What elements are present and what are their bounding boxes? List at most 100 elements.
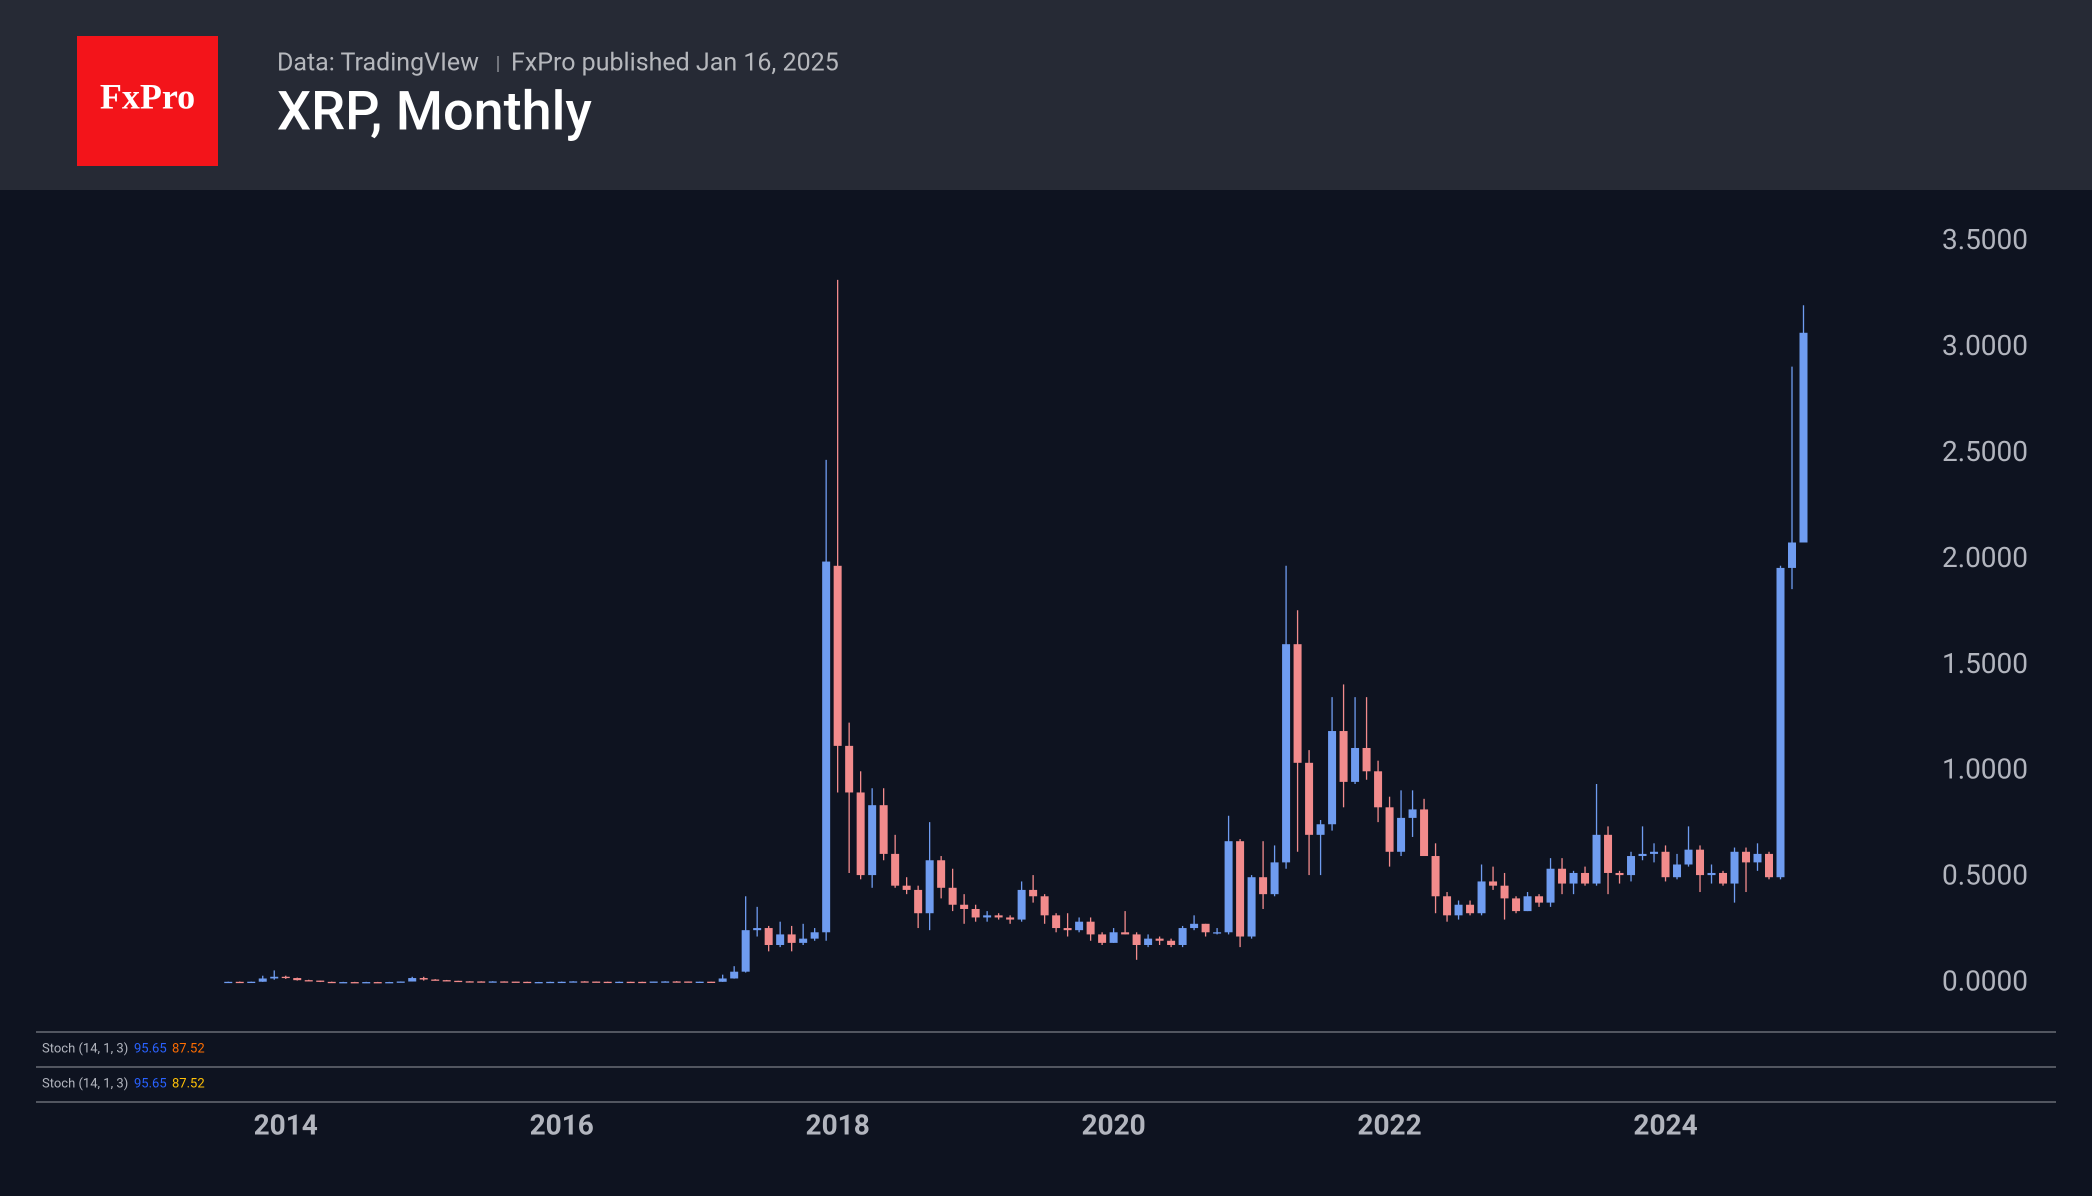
candle-body [465,981,474,983]
candle-body [293,978,302,981]
candle-body [362,982,371,984]
subtitle-published: FxPro published Jan 16, 2025 [511,49,839,78]
x-tick-label: 2014 [254,1108,318,1141]
candle-body [1098,934,1107,943]
logo-text: FxPro [100,76,195,116]
candle-body [1765,853,1774,878]
candle-body [1408,809,1417,818]
candle-body [1627,856,1636,876]
candle-body [327,981,336,984]
candle-body [787,934,796,943]
candle-body [649,981,658,983]
candle-body [258,978,267,982]
candle-body [1650,851,1659,854]
candle-body [1282,644,1291,863]
candle-body [1512,898,1521,912]
chart-background [0,190,2092,1196]
x-tick-label: 2020 [1081,1108,1145,1141]
candle-body [1489,881,1498,886]
candle-body [1029,889,1038,897]
candle-body [902,885,911,890]
candle-body [1523,896,1532,912]
indicator-d: 87.52 [172,1041,205,1056]
candle-body [1086,921,1095,935]
candle-body [1155,938,1164,941]
candle-body [1431,856,1440,897]
candle-body [1730,851,1739,884]
candle-body [1132,934,1141,945]
candle-body [626,981,635,984]
candle-body [1696,849,1705,876]
candle-body [500,981,509,983]
candle-body [304,980,313,982]
candle-body [385,982,394,984]
x-tick-label: 2022 [1357,1108,1421,1141]
candle-body [373,982,382,984]
candle-body [1742,851,1751,863]
candle-body [764,928,773,945]
y-tick-label: 2.0000 [1942,541,2028,574]
y-tick-label: 1.5000 [1942,647,2028,680]
candle-body [1017,889,1026,920]
candle-body [1190,923,1199,929]
candle-body [1420,809,1429,857]
candle-body [1719,872,1728,884]
candle-body [396,981,405,983]
candle-body [948,887,957,905]
candle-body [1006,917,1015,920]
subtitle-source: Data: TradingVIew [277,49,479,78]
candle-body [1040,896,1049,916]
candle-body [1558,868,1567,884]
candle-body [1684,849,1693,865]
candle-body [1569,872,1578,884]
candle-body [1144,938,1153,945]
candle-body [1661,851,1670,878]
candle-body [1259,877,1268,895]
chart-title: XRP, Monthly [277,80,592,143]
candle-body [983,915,992,918]
indicator-label: Stoch (14, 1, 3) [42,1041,128,1056]
candle-body [914,889,923,914]
candle-body [1673,864,1682,878]
y-tick-label: 0.0000 [1942,965,2028,998]
y-tick-label: 3.5000 [1942,223,2028,256]
candle-body [442,980,451,982]
candle-body [1293,644,1302,763]
candle-body [856,792,865,876]
candle-body [753,928,762,931]
candle-body [868,805,877,876]
candle-body [695,981,704,983]
candle-body [408,978,417,982]
candle-body [1178,928,1187,945]
candle-body [891,853,900,886]
candle-body [672,981,681,983]
indicator-label: Stoch (14, 1, 3) [42,1076,128,1091]
candle-body [511,981,520,983]
candle-body [1788,542,1797,568]
indicator-k: 95.65 [134,1041,167,1056]
candle-body [1707,872,1716,876]
header-bar [0,0,2092,190]
candle-body [1466,904,1475,914]
candle-body [638,981,647,984]
candle-body [845,745,854,793]
candle-body [1776,567,1785,878]
candle-body [833,565,842,746]
candle-body [1316,824,1325,835]
candle-body [925,860,934,914]
candle-body [1236,841,1245,937]
candle-body [960,904,969,909]
candle-body [707,981,716,983]
candle-body [1201,923,1210,933]
candle-body [281,976,290,979]
candle-body [822,561,831,933]
y-tick-label: 1.0000 [1942,753,2028,786]
candle-body [1052,915,1061,929]
candle-body [1592,834,1601,884]
candle-body [1753,853,1762,863]
candle-body [270,976,279,979]
candle-body [741,930,750,972]
candle-body [431,979,440,981]
